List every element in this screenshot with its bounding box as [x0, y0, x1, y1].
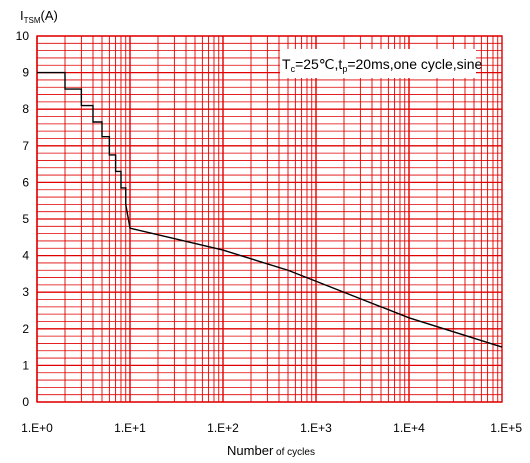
x-tick-labels: 1.E+0 1.E+1 1.E+2 1.E+3 1.E+4 1.E+5	[21, 421, 522, 435]
x-axis-label: Number of cycles	[227, 443, 315, 458]
y-tick-label: 7	[22, 139, 29, 153]
y-tick-label: 5	[22, 212, 29, 226]
y-tick-label: 6	[22, 175, 29, 189]
y-tick-label: 1	[22, 358, 29, 372]
y-tick-label: 9	[22, 66, 29, 80]
x-tick-label: 1.E+1	[114, 421, 146, 435]
y-tick-label: 3	[22, 285, 29, 299]
series-line	[37, 71, 503, 348]
x-tick-label: 1.E+2	[207, 421, 239, 435]
plot-frame	[36, 35, 503, 403]
x-tick-label: 1.E+3	[300, 421, 332, 435]
y-tick-label: 2	[22, 322, 29, 336]
x-tick-label: 1.E+5	[490, 421, 522, 435]
x-tick-label: 1.E+0	[21, 421, 53, 435]
y-tick-label: 8	[22, 102, 29, 116]
y-tick-labels: 0 1 2 3 4 5 6 7 8 9 10	[16, 29, 30, 409]
y-axis-label: ITSM(A)	[20, 8, 58, 25]
x-tick-label: 1.E+4	[393, 421, 425, 435]
y-tick-label: 10	[16, 29, 30, 43]
annotation: Tc=25℃,tp=20ms,one cycle,sine	[282, 56, 483, 74]
y-tick-label: 4	[22, 249, 29, 263]
grid	[36, 35, 502, 403]
plot-border	[36, 35, 503, 403]
y-tick-label: 0	[22, 395, 29, 409]
annotation-box	[280, 49, 476, 78]
data-series	[37, 71, 503, 348]
